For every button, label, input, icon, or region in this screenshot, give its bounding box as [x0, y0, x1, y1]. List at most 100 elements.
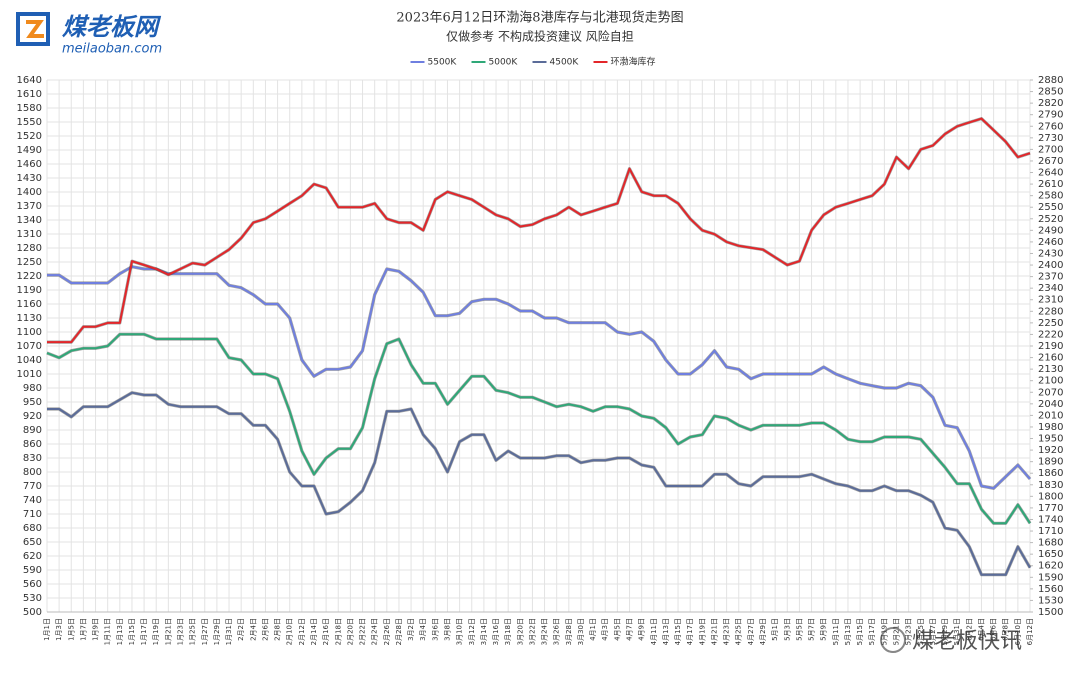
y-tick-label: 770 — [23, 481, 42, 492]
series-line — [47, 391, 1031, 576]
y-tick-label: 590 — [23, 565, 42, 576]
y-tick-label: 1580 — [17, 103, 42, 114]
x-tick-label: 3月22日 — [528, 618, 536, 645]
y-tick-label: 620 — [23, 551, 42, 562]
x-tick-label: 1月1日 — [43, 618, 51, 641]
x-tick-label: 5月9日 — [820, 618, 828, 641]
x-tick-label: 2月6日 — [261, 618, 269, 641]
y-tick-label: 1640 — [17, 75, 42, 86]
legend-label: 环渤海库存 — [611, 56, 656, 68]
x-tick-label: 6月12日 — [1026, 618, 1034, 645]
y-tick-label: 1400 — [17, 187, 42, 198]
legend-label: 4500K — [550, 58, 580, 68]
chart-subtitle: 仅做参考 不构成投资建议 风险自担 — [446, 29, 634, 44]
x-tick-label: 3月28日 — [565, 618, 573, 645]
x-tick-label: 5月1日 — [771, 618, 779, 641]
y-tick-label: 1550 — [17, 117, 42, 128]
x-tick-label: 3月30日 — [577, 618, 585, 645]
x-tick-label: 3月18日 — [504, 618, 512, 645]
y-tick-label: 1460 — [17, 159, 42, 170]
x-tick-label: 4月23日 — [723, 618, 731, 645]
y2-tick-label: 2070 — [1038, 387, 1063, 398]
x-tick-label: 2月26日 — [383, 618, 391, 645]
x-tick-label: 1月17日 — [140, 618, 148, 645]
x-tick-label: 1月5日 — [67, 618, 75, 641]
y2-tick-label: 2010 — [1038, 410, 1063, 421]
y2-tick-label: 2280 — [1038, 306, 1063, 317]
x-tick-label: 3月8日 — [443, 618, 451, 641]
x-tick-label: 5月13日 — [844, 618, 852, 645]
x-tick-label: 2月16日 — [322, 618, 330, 645]
y-tick-label: 920 — [23, 411, 42, 422]
x-tick-label: 4月3日 — [601, 618, 609, 641]
x-tick-label: 5月23日 — [905, 618, 913, 645]
y2-tick-label: 2850 — [1038, 87, 1063, 98]
y-tick-label: 980 — [23, 383, 42, 394]
y2-tick-label: 1800 — [1038, 491, 1063, 502]
y2-tick-label: 2550 — [1038, 202, 1063, 213]
x-tick-label: 3月14日 — [480, 618, 488, 645]
logo-mark — [26, 20, 44, 38]
y-tick-label: 1130 — [17, 313, 42, 324]
x-tick-label: 5月17日 — [868, 618, 876, 645]
y2-tick-label: 2460 — [1038, 237, 1063, 248]
x-tick-label: 1月31日 — [225, 618, 233, 645]
series-line — [47, 117, 1031, 344]
y2-tick-label: 2310 — [1038, 295, 1063, 306]
x-tick-label: 1月29日 — [213, 618, 221, 645]
x-tick-label: 3月12日 — [468, 618, 476, 645]
y2-tick-label: 1920 — [1038, 445, 1063, 456]
x-tick-label: 4月13日 — [662, 618, 670, 645]
y2-tick-label: 1530 — [1038, 595, 1063, 606]
y-tick-label: 1010 — [17, 369, 42, 380]
y2-tick-label: 1710 — [1038, 526, 1063, 537]
x-tick-label: 2月12日 — [298, 618, 306, 645]
x-tick-label: 3月24日 — [541, 618, 549, 645]
y2-tick-label: 1650 — [1038, 549, 1063, 560]
x-tick-label: 5月3日 — [783, 618, 791, 641]
x-tick-label: 1月9日 — [92, 618, 100, 641]
x-tick-label: 2月8日 — [274, 618, 282, 641]
y-tick-label: 1490 — [17, 145, 42, 156]
x-tick-label: 5月31日 — [953, 618, 961, 645]
x-tick-label: 3月16日 — [492, 618, 500, 645]
y2-tick-label: 2760 — [1038, 121, 1063, 132]
y-tick-label: 1100 — [17, 327, 42, 338]
x-tick-label: 2月28日 — [395, 618, 403, 645]
y-tick-label: 710 — [23, 509, 42, 520]
y2-tick-label: 2790 — [1038, 110, 1063, 121]
x-tick-label: 3月10日 — [456, 618, 464, 645]
y2-tick-label: 2160 — [1038, 353, 1063, 364]
x-tick-label: 5月11日 — [832, 618, 840, 645]
y2-tick-label: 2520 — [1038, 214, 1063, 225]
y-tick-label: 500 — [23, 607, 42, 618]
x-tick-label: 1月27日 — [201, 618, 209, 645]
y-tick-label: 1520 — [17, 131, 42, 142]
y-tick-label: 950 — [23, 397, 42, 408]
x-tick-label: 1月7日 — [79, 618, 87, 641]
y2-tick-label: 2370 — [1038, 272, 1063, 283]
y-tick-label: 830 — [23, 453, 42, 464]
y2-tick-label: 2640 — [1038, 168, 1063, 179]
x-tick-label: 2月20日 — [346, 618, 354, 645]
x-tick-label: 4月29日 — [759, 618, 767, 645]
x-tick-label: 1月11日 — [104, 618, 112, 645]
y2-tick-label: 1680 — [1038, 538, 1063, 549]
x-tick-label: 3月2日 — [407, 618, 415, 641]
x-tick-label: 1月23日 — [176, 618, 184, 645]
y-tick-label: 1250 — [17, 257, 42, 268]
y2-tick-label: 1770 — [1038, 503, 1063, 514]
y2-tick-label: 1500 — [1038, 607, 1063, 618]
y2-tick-label: 2220 — [1038, 329, 1063, 340]
y2-tick-label: 2700 — [1038, 144, 1063, 155]
y-tick-label: 860 — [23, 439, 42, 450]
y2-tick-label: 1590 — [1038, 572, 1063, 583]
x-tick-label: 2月18日 — [334, 618, 342, 645]
x-tick-label: 5月27日 — [929, 618, 937, 645]
x-tick-label: 2月14日 — [310, 618, 318, 645]
x-tick-label: 4月17日 — [686, 618, 694, 645]
x-tick-label: 5月15日 — [856, 618, 864, 645]
y2-tick-label: 2040 — [1038, 399, 1063, 410]
